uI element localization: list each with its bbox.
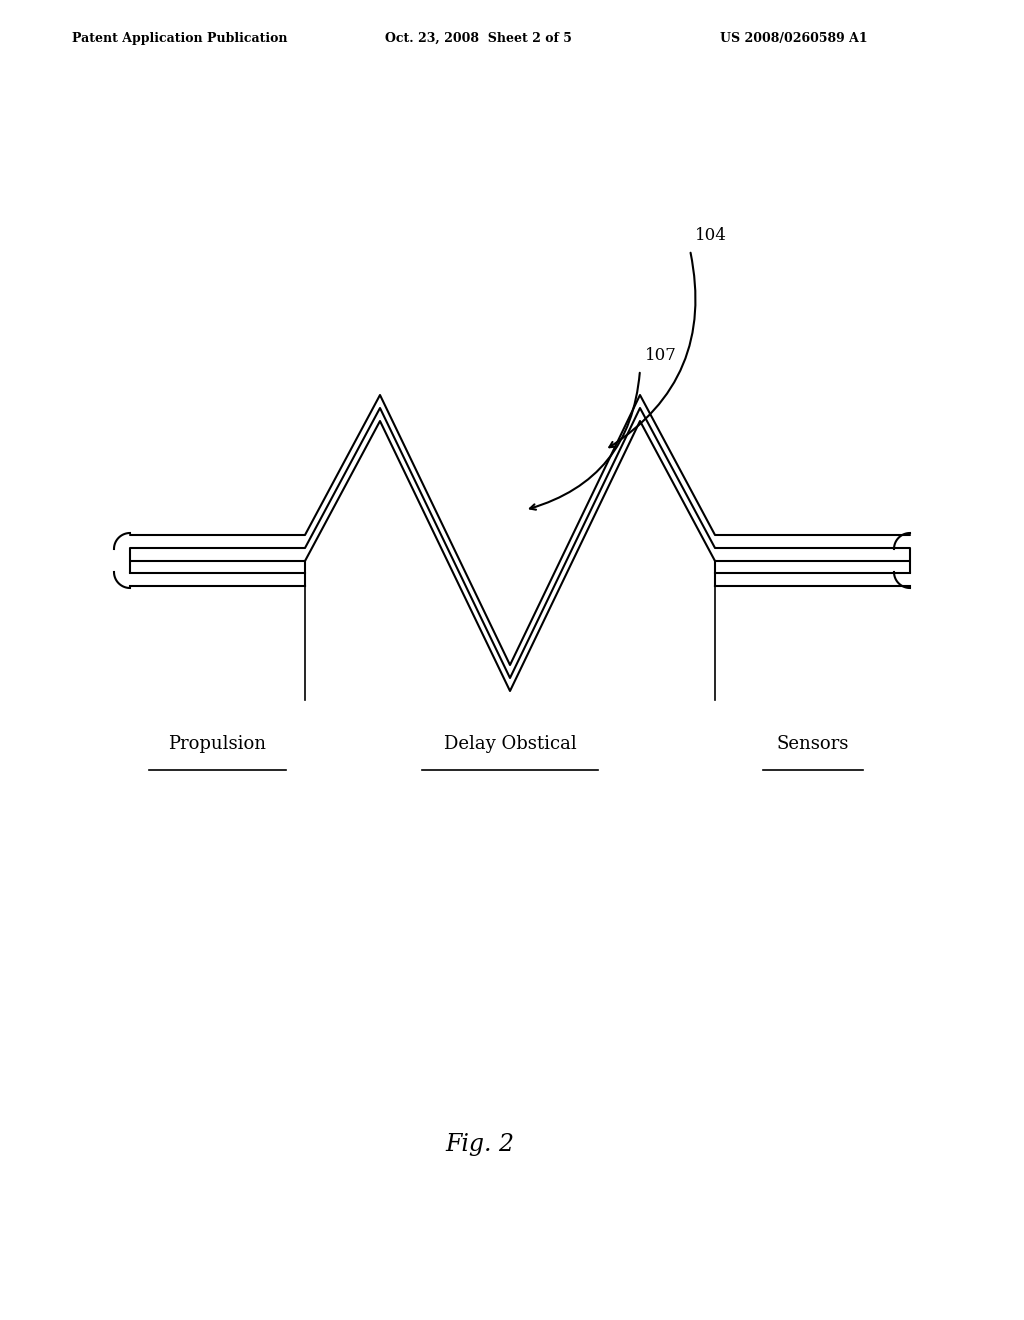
Text: Patent Application Publication: Patent Application Publication: [72, 32, 288, 45]
Text: Sensors: Sensors: [776, 735, 849, 752]
Text: Propulsion: Propulsion: [169, 735, 266, 752]
Text: US 2008/0260589 A1: US 2008/0260589 A1: [720, 32, 867, 45]
Text: 104: 104: [695, 227, 727, 243]
Text: Fig. 2: Fig. 2: [445, 1134, 514, 1156]
Text: 107: 107: [645, 346, 677, 363]
Text: Delay Obstical: Delay Obstical: [443, 735, 577, 752]
Text: Oct. 23, 2008  Sheet 2 of 5: Oct. 23, 2008 Sheet 2 of 5: [385, 32, 571, 45]
